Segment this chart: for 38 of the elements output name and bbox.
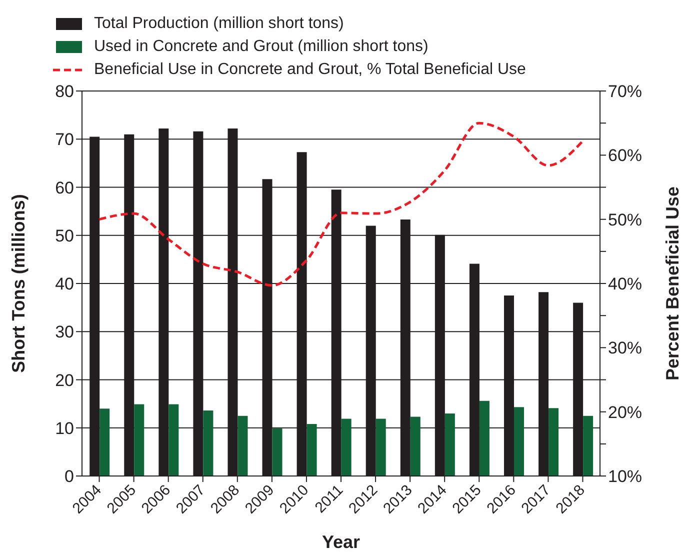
bar xyxy=(376,418,386,476)
y2-tick-label: 60% xyxy=(608,146,642,166)
y2-tick-label: 20% xyxy=(608,402,642,422)
y2-tick-label: 10% xyxy=(608,467,642,486)
y2-tick-label: 70% xyxy=(608,82,642,102)
bar xyxy=(168,404,179,476)
legend-label: Total Production (million short tons) xyxy=(94,14,344,32)
y-tick-label: 80 xyxy=(55,82,74,102)
y-tick-label: 0 xyxy=(64,467,74,486)
bar xyxy=(479,400,490,476)
bar xyxy=(514,407,524,476)
bar xyxy=(238,416,248,476)
y-tick-label: 10 xyxy=(55,418,74,438)
y-tick-label: 40 xyxy=(55,274,74,294)
legend-label: Used in Concrete and Grout (million short tons) xyxy=(94,38,428,56)
bar xyxy=(203,410,214,476)
y-tick-label: 50 xyxy=(55,226,74,246)
bar xyxy=(583,416,594,476)
y2-tick-label: 30% xyxy=(608,338,642,358)
y-tick-label: 70 xyxy=(55,130,74,150)
line-series xyxy=(98,122,584,287)
bar xyxy=(410,416,420,476)
x-axis-title: Year xyxy=(322,532,360,552)
y-axis-title: Short Tons (millions) xyxy=(8,194,28,373)
bar xyxy=(272,428,282,476)
y-tick-label: 20 xyxy=(55,370,74,390)
y-tick-label: 60 xyxy=(55,178,74,198)
bar xyxy=(341,418,352,476)
bar xyxy=(548,408,559,476)
y2-tick-label: 40% xyxy=(608,274,642,294)
bar xyxy=(134,404,144,476)
legend-label: Beneficial Use in Concrete and Grout, % Total Beneficial Use xyxy=(94,60,526,78)
y2-tick-label: 50% xyxy=(608,210,642,230)
y2-axis-title: Percent Beneficial Use xyxy=(662,186,682,381)
y-tick-label: 30 xyxy=(55,322,74,342)
bar xyxy=(444,413,455,476)
bar xyxy=(100,408,110,476)
bar xyxy=(306,424,317,476)
